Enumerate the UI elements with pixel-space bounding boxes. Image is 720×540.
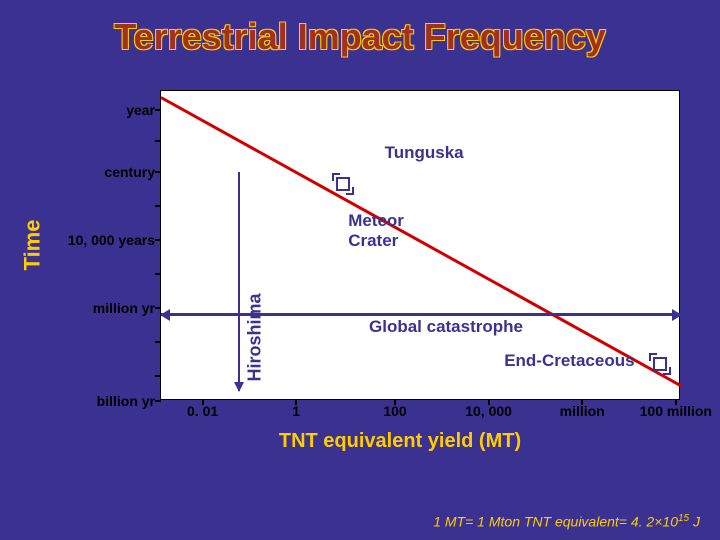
y-tick-label: billion yr: [97, 393, 161, 409]
hiroshima-label: Hiroshima: [245, 293, 266, 381]
chart-title: Terrestrial Impact Frequency: [0, 16, 720, 58]
marker-end_cretaceous: [653, 357, 667, 371]
chart: Time yearcentury10, 000 yearsmillion yrb…: [120, 90, 680, 450]
y-axis-title: Time: [12, 90, 52, 400]
annotation-meteor_crater: MeteorCrater: [348, 211, 404, 251]
hiroshima-arrow: [238, 172, 240, 391]
x-tick-label: 100: [383, 399, 406, 419]
plot-area: yearcentury10, 000 yearsmillion yrbillio…: [160, 90, 680, 400]
footnote: 1 MT= 1 Mton TNT equivalent= 4. 2×1015 J: [433, 513, 700, 530]
x-tick-label: 0. 01: [187, 399, 218, 419]
y-tick-label: million yr: [93, 300, 161, 316]
marker-tunguska: [336, 177, 350, 191]
x-tick-label: 10, 000: [465, 399, 512, 419]
x-tick-label: 1: [292, 399, 300, 419]
annotation-tunguska: Tunguska: [385, 143, 464, 163]
y-tick-label: century: [104, 164, 161, 180]
annotation-end_cretaceous: End-Cretaceous: [504, 351, 634, 371]
y-tick-label: 10, 000 years: [68, 232, 161, 248]
y-tick-label: year: [126, 102, 161, 118]
x-axis-title: TNT equivalent yield (MT): [120, 430, 680, 453]
x-tick-label: 100 million: [640, 399, 712, 419]
x-tick-label: million: [560, 399, 605, 419]
global-catastrophe-label: Global catastrophe: [369, 317, 523, 337]
